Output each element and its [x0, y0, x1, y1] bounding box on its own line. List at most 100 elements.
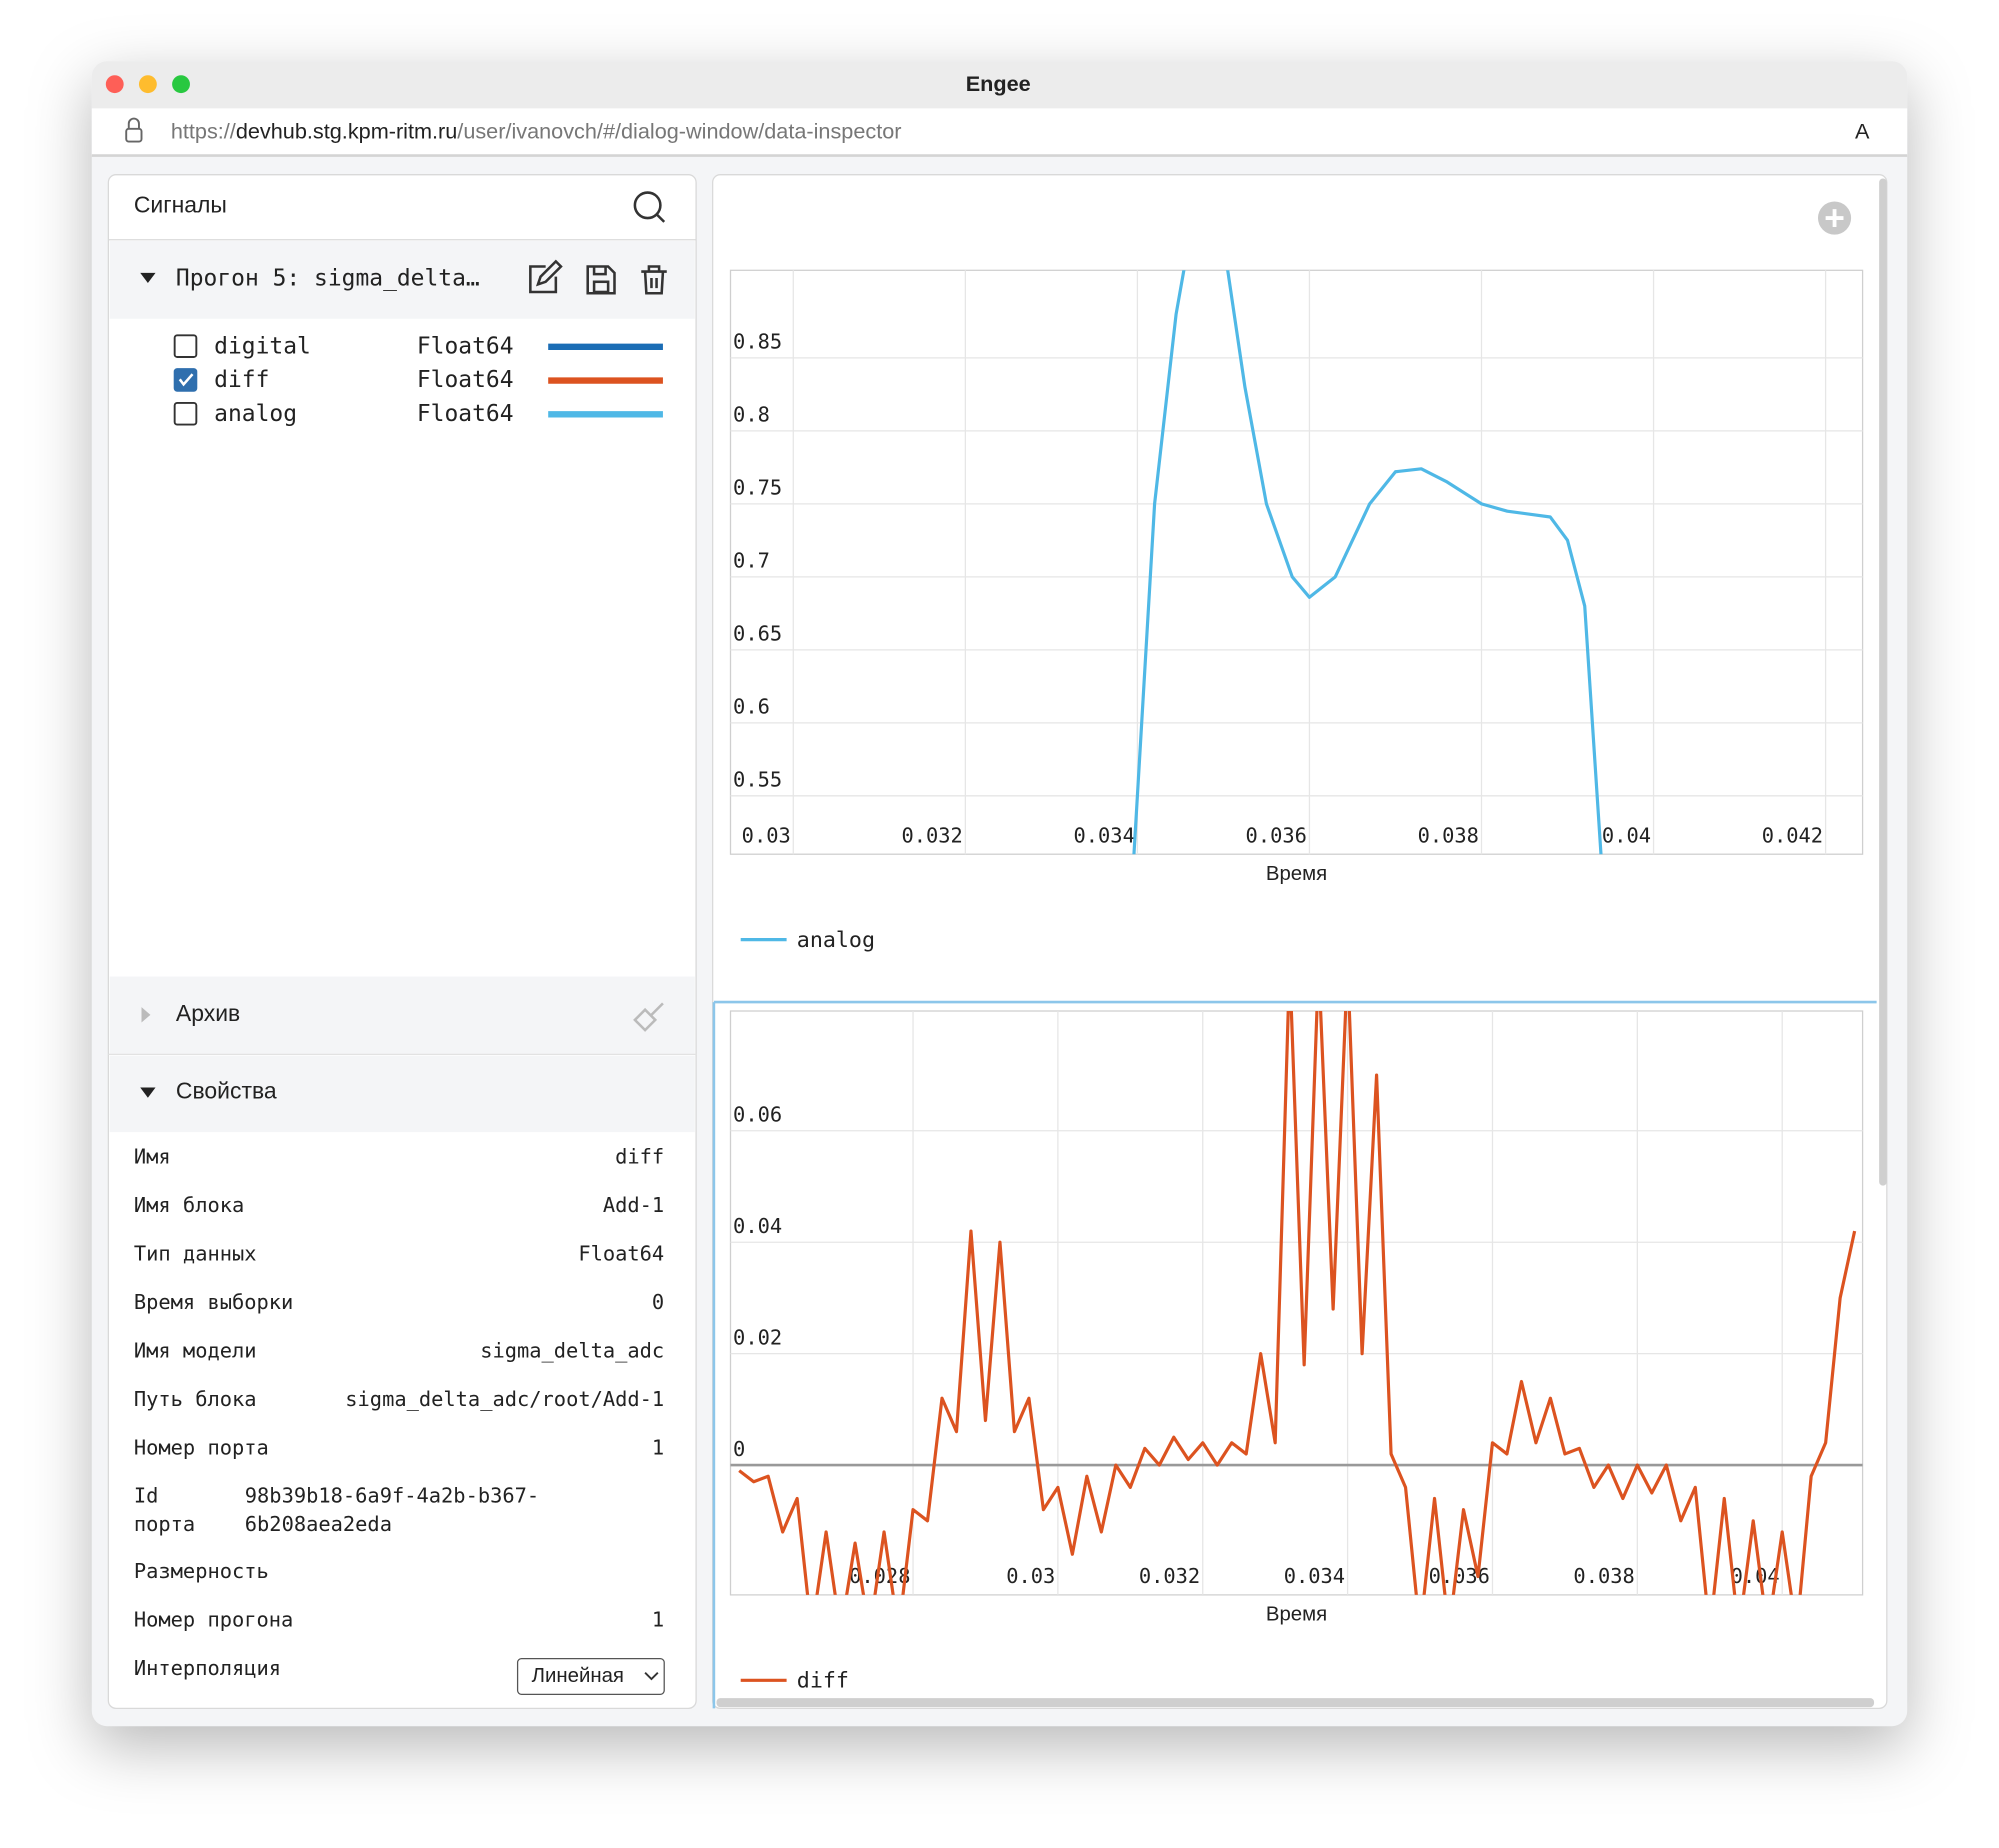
- sidebar: [107, 174, 697, 1710]
- data-line: [1132, 270, 1603, 855]
- property-label: Номер прогона: [134, 1607, 293, 1631]
- url-scheme: https://: [171, 118, 237, 143]
- checkbox[interactable]: [173, 401, 198, 426]
- x-tick-label: 0.04: [1731, 1564, 1780, 1588]
- property-label: Имя модели: [134, 1338, 257, 1362]
- reader-icon[interactable]: A: [1855, 118, 1870, 143]
- property-value: 1: [652, 1435, 664, 1459]
- properties-header[interactable]: [109, 1055, 695, 1133]
- title-bar: [91, 61, 1908, 109]
- url-path: /user/ivanovch/#/dialog-window/data-insp…: [457, 118, 901, 143]
- y-tick-label: 0.55: [733, 768, 782, 792]
- signals-title: Сигналы: [134, 192, 227, 218]
- property-label: порта: [134, 1512, 195, 1536]
- save-icon[interactable]: [586, 265, 616, 295]
- property-label: Время выборки: [134, 1290, 293, 1314]
- close-button[interactable]: [105, 75, 124, 94]
- expand-arrow[interactable]: [140, 272, 156, 284]
- x-tick-label: 0.04: [1602, 823, 1651, 847]
- property-label: Id: [134, 1484, 159, 1508]
- y-tick-label: 0.02: [733, 1325, 782, 1349]
- checkmark: [178, 373, 194, 387]
- checkbox[interactable]: [173, 334, 198, 358]
- property-label: Имя: [134, 1145, 171, 1169]
- legend-label: analog: [797, 928, 875, 953]
- legend-label: diff: [797, 1669, 849, 1694]
- y-tick-label: 0.6: [733, 695, 770, 719]
- property-value: sigma_delta_adc/root/Add-1: [345, 1387, 664, 1411]
- select-value: Линейная: [532, 1665, 624, 1687]
- property-value: Float64: [578, 1242, 664, 1266]
- property-label: Тип данных: [134, 1242, 257, 1266]
- property-value: 0: [652, 1290, 664, 1314]
- property-value: 98b39b18-6a9f-4a2b-b367-: [245, 1484, 539, 1508]
- run-name: Прогон 5: sigma_delta…: [176, 266, 480, 292]
- x-tick-label: 0.034: [1284, 1564, 1345, 1588]
- address-bar[interactable]: [91, 108, 1908, 156]
- property-label: Интерполяция: [134, 1656, 281, 1680]
- expand-arrow[interactable]: [140, 1087, 156, 1098]
- properties-title: Свойства: [176, 1078, 277, 1104]
- collapse-arrow[interactable]: [141, 1007, 151, 1023]
- x-tick-label: 0.032: [1139, 1564, 1200, 1588]
- window-title: Engee: [966, 71, 1031, 96]
- lock-icon: [125, 117, 143, 143]
- properties-list: Имя diff Имя блока Add-1 Тип данных Float64 Вр…: [134, 1145, 665, 1695]
- run-row[interactable]: [109, 240, 695, 319]
- x-tick-label: 0.038: [1573, 1564, 1634, 1588]
- property-value: diff: [615, 1145, 664, 1169]
- signal-type: Float64: [417, 367, 514, 393]
- property-value: 1: [652, 1607, 664, 1631]
- y-tick-label: 0.04: [733, 1214, 782, 1238]
- signal-type: Float64: [417, 401, 514, 427]
- vertical-scrollbar[interactable]: [1879, 178, 1887, 1186]
- y-tick-label: 0.65: [733, 622, 782, 646]
- edit-icon[interactable]: [529, 259, 563, 294]
- select[interactable]: [516, 1658, 665, 1695]
- property-label: Размерность: [134, 1559, 269, 1583]
- x-tick-label: 0.034: [1074, 823, 1135, 847]
- property-label: Номер порта: [134, 1435, 269, 1459]
- property-label: Имя блока: [134, 1193, 244, 1217]
- x-axis-label: Время: [1266, 863, 1327, 885]
- y-tick-label: 0.85: [733, 330, 782, 354]
- archive-title: Архив: [176, 1000, 240, 1026]
- signal-name: diff: [214, 367, 269, 393]
- x-tick-label: 0.036: [1246, 823, 1307, 847]
- signal-list: digital Float64 diff Float64 analog Float64: [173, 333, 663, 427]
- plot-area: [729, 269, 1864, 855]
- y-tick-label: 0.7: [733, 549, 770, 573]
- select-arrow: [644, 1671, 659, 1681]
- horizontal-scrollbar[interactable]: [716, 1698, 1875, 1708]
- minimize-button[interactable]: [138, 75, 157, 94]
- property-value: Add-1: [603, 1193, 664, 1217]
- property-value: 6b208aea2eda: [245, 1512, 392, 1536]
- x-tick-label: 0.036: [1429, 1564, 1490, 1588]
- x-tick-label: 0.038: [1418, 823, 1479, 847]
- add-chart-plus: [1825, 209, 1844, 227]
- checkbox[interactable]: [173, 368, 198, 392]
- x-axis-label: Время: [1266, 1604, 1327, 1626]
- signal-name: digital: [214, 333, 311, 359]
- plot-area: [729, 1010, 1864, 1596]
- search-icon[interactable]: [633, 191, 666, 223]
- y-tick-label: 0.75: [733, 476, 782, 500]
- y-tick-label: 0.8: [733, 403, 770, 427]
- x-tick-label: 0.03: [1006, 1564, 1055, 1588]
- signal-name: analog: [214, 401, 297, 427]
- data-line: [738, 1011, 1857, 1595]
- y-tick-label: 0: [733, 1437, 745, 1461]
- archive-row[interactable]: [109, 976, 695, 1055]
- zoom-button[interactable]: [172, 75, 190, 94]
- delete-icon[interactable]: [641, 265, 667, 295]
- url-host: devhub.stg.kpm-ritm.ru: [236, 118, 457, 143]
- property-label: Путь блока: [134, 1387, 257, 1411]
- property-value: sigma_delta_adc: [480, 1338, 664, 1362]
- y-tick-label: 0.06: [733, 1102, 782, 1126]
- signal-type: Float64: [417, 333, 514, 359]
- clear-icon[interactable]: [633, 1002, 664, 1032]
- url: https://devhub.stg.kpm-ritm.ru/user/ivan…: [171, 118, 902, 143]
- charts: 0.03 0.032 0.034 0.036 0.038 0.04 0.042 0.55 0.6…: [729, 269, 1864, 1694]
